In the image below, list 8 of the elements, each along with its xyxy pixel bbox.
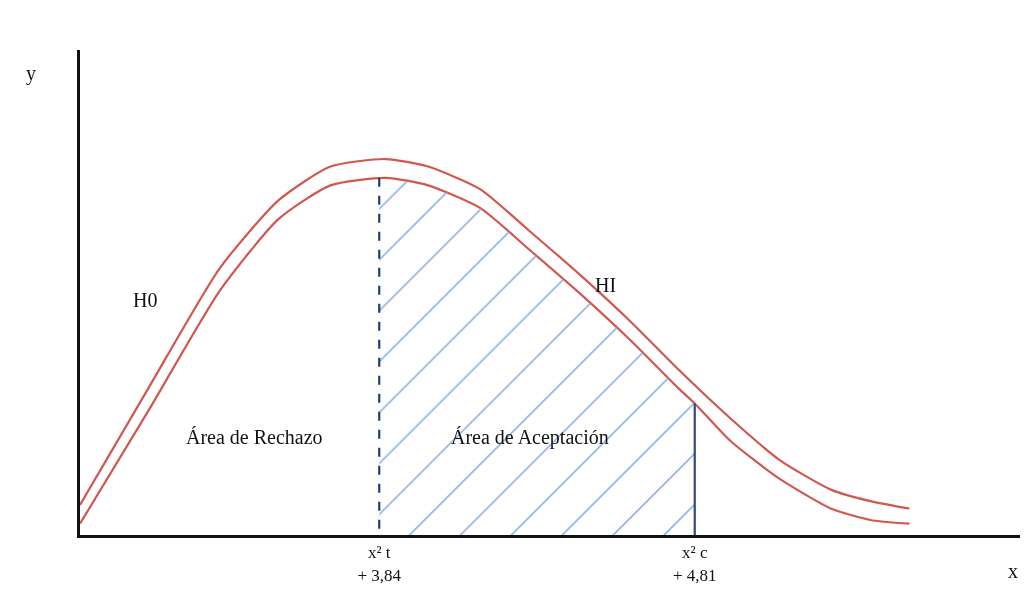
annotation: H0: [133, 289, 158, 311]
x-tick-label: x² c + 4,81: [672, 543, 717, 585]
x-axis-title: x: [1008, 560, 1018, 582]
x-tick-label: x² t + 3,84: [357, 543, 402, 585]
annotation: HI: [595, 274, 617, 296]
annotation: Área de Rechazo: [186, 426, 323, 448]
annotation: Área de Aceptación: [451, 426, 609, 449]
y-axis-title: y: [26, 62, 36, 85]
